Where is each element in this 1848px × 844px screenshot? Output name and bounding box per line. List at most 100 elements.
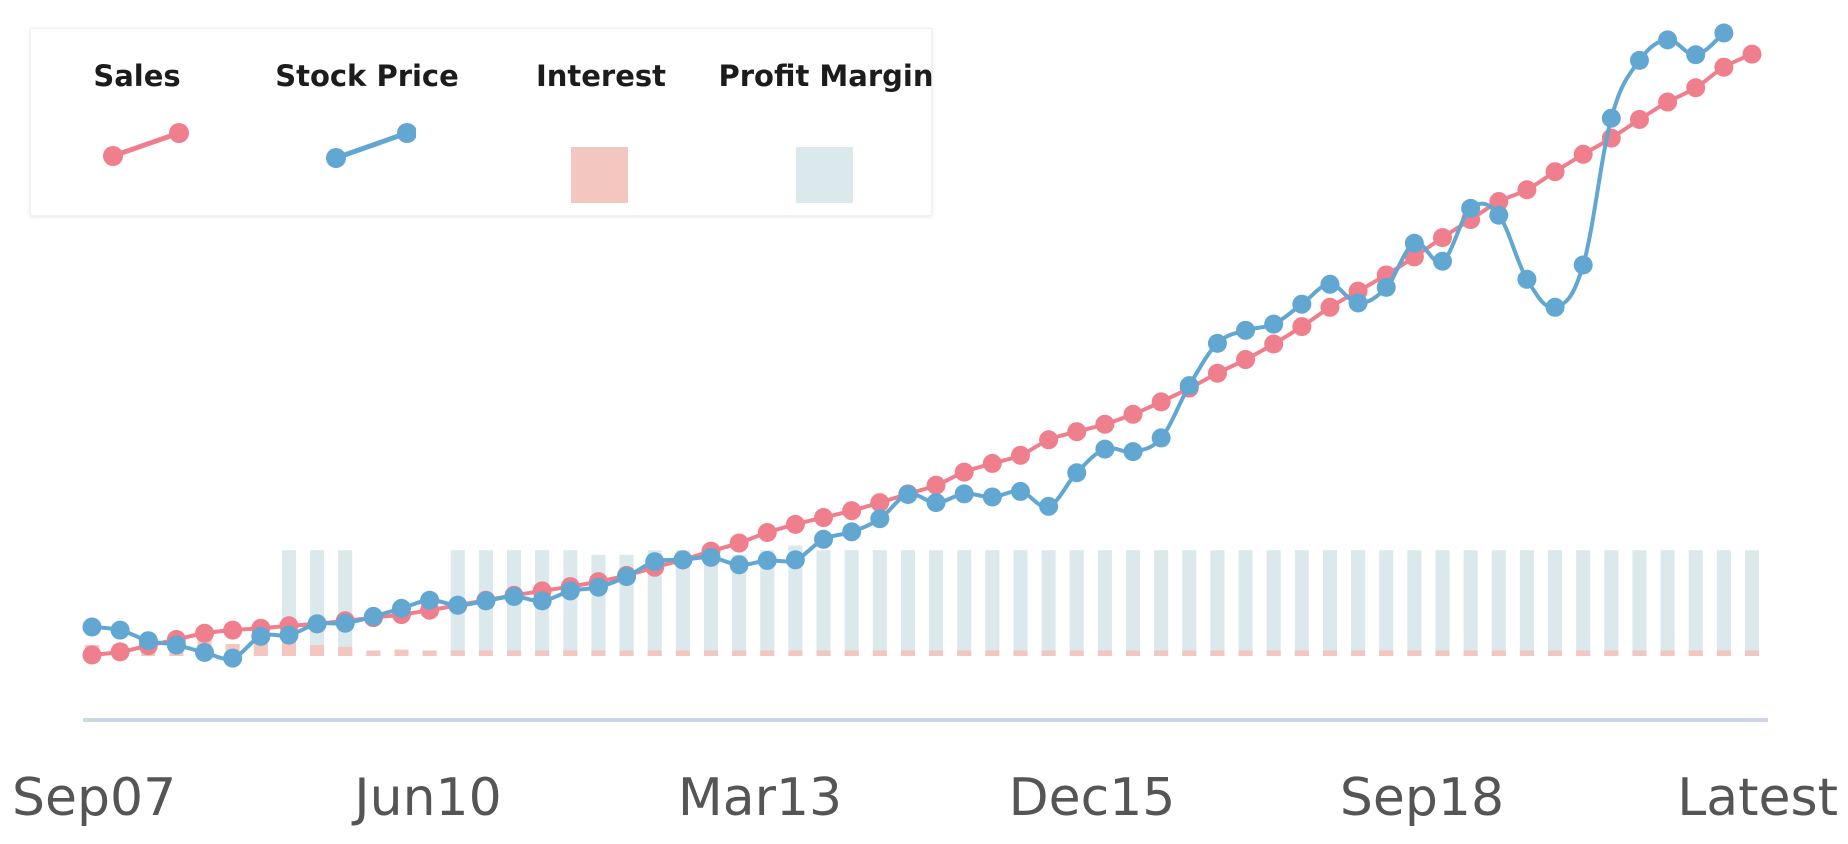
profit-margin-bar	[1407, 550, 1422, 656]
sales-point	[1151, 392, 1171, 412]
stock-price-point	[1461, 198, 1481, 218]
profit-margin-bar	[1013, 550, 1028, 656]
interest-bar	[366, 650, 381, 656]
sales-point	[785, 514, 805, 534]
interest-bar	[1097, 650, 1112, 656]
interest-bar	[1491, 650, 1506, 656]
interest-bar	[1435, 650, 1450, 656]
profit-margin-bar	[985, 550, 1000, 656]
x-axis-ticks: Sep07 Jun10 Mar13 Dec15 Sep18 Latest	[12, 768, 1838, 828]
profit-margin-bar	[900, 550, 915, 656]
x-tick-label: Sep18	[1340, 768, 1504, 828]
sales-point	[1123, 404, 1143, 424]
interest-bar	[900, 650, 915, 656]
stock-price-point	[785, 550, 805, 570]
interest-bar	[1013, 650, 1028, 656]
interest-bar	[507, 650, 522, 656]
sales-point	[982, 453, 1002, 473]
interest-bar	[816, 650, 831, 656]
sales-point	[842, 501, 862, 521]
sales-point	[195, 623, 215, 643]
sales-point	[870, 493, 890, 513]
stock-price-point	[307, 614, 327, 634]
interest-bar	[1238, 650, 1253, 656]
stock-price-point	[1179, 376, 1199, 396]
stock-price-point	[645, 552, 665, 572]
interest-bar	[535, 650, 550, 656]
profit-margin-bar	[1491, 550, 1506, 656]
stock-price-point	[251, 626, 271, 646]
profit-margin-bar	[1660, 550, 1675, 656]
stock-price-point	[1264, 314, 1284, 334]
sales-point	[1067, 422, 1087, 442]
interest-bar	[872, 650, 887, 656]
stock-price-point	[898, 485, 918, 505]
sales-point	[1658, 92, 1678, 112]
stock-price-point	[1489, 205, 1509, 225]
sales-point	[1573, 144, 1593, 164]
profit-margin-bar	[1322, 550, 1337, 656]
x-tick-label: Dec15	[1009, 768, 1176, 828]
sales-point	[729, 533, 749, 553]
profit-margin-bar	[647, 550, 662, 656]
interest-bar	[1069, 650, 1084, 656]
stock-price-point	[1433, 251, 1453, 271]
sales-point	[926, 475, 946, 495]
interest-bar	[422, 650, 437, 656]
stock-price-point	[1010, 481, 1030, 501]
sales-point	[1207, 363, 1227, 383]
stock-price-point	[504, 587, 524, 607]
sales-point	[1404, 247, 1424, 267]
stock-price-point	[1123, 442, 1143, 462]
stock-price-point	[1658, 30, 1678, 50]
sales-point	[1517, 180, 1537, 200]
sales-point	[1292, 317, 1312, 337]
x-tick-label: Mar13	[678, 768, 842, 828]
profit-margin-bar	[1069, 550, 1084, 656]
stock-price-point	[223, 648, 243, 668]
stock-price-point	[279, 625, 299, 645]
sales-point	[1095, 414, 1115, 434]
stock-price-point	[1376, 277, 1396, 297]
interest-bar	[450, 650, 465, 656]
interest-bars	[84, 640, 1760, 656]
stock-price-point	[420, 590, 440, 610]
sales-point	[1236, 350, 1256, 370]
interest-bar	[1182, 650, 1197, 656]
sales-point	[110, 642, 130, 662]
x-tick-label: Jun10	[351, 768, 501, 828]
legend-label-sales: Sales	[93, 59, 181, 93]
profit-margin-bar	[816, 550, 831, 656]
profit-margin-bar	[1210, 550, 1225, 656]
stock-price-point	[476, 591, 496, 611]
stock-price-point	[1714, 23, 1734, 43]
stock-price-point	[1292, 294, 1312, 314]
profit-margin-bar	[338, 550, 353, 656]
stock-price-point	[1067, 463, 1087, 483]
profit-margin-bar	[1182, 550, 1197, 656]
interest-bar	[985, 650, 1000, 656]
interest-bar	[1632, 650, 1647, 656]
profit-margin-bar	[1435, 550, 1450, 656]
stock-price-point	[926, 493, 946, 513]
legend-label-profit-margin: Profit Margin	[718, 59, 934, 93]
profit-margin-bar	[1041, 550, 1056, 656]
profit-margin-bar	[1463, 550, 1478, 656]
stock-price-point	[1404, 233, 1424, 253]
interest-bar	[1688, 650, 1703, 656]
profit-margin-bar	[1688, 550, 1703, 656]
legend-label-stock-price: Stock Price	[275, 59, 459, 93]
interest-bar	[788, 650, 803, 656]
stock-price-point	[870, 509, 890, 529]
sales-point	[814, 508, 834, 528]
sales-point	[1264, 334, 1284, 354]
sales-point	[1433, 228, 1453, 248]
legend-label-interest: Interest	[535, 59, 667, 93]
interest-bar	[1322, 650, 1337, 656]
sales-point	[1489, 192, 1509, 212]
sales-point	[223, 620, 243, 640]
profit-margin-bar	[1379, 550, 1394, 656]
stock-price-point	[701, 547, 721, 567]
profit-margin-bar	[591, 554, 606, 656]
